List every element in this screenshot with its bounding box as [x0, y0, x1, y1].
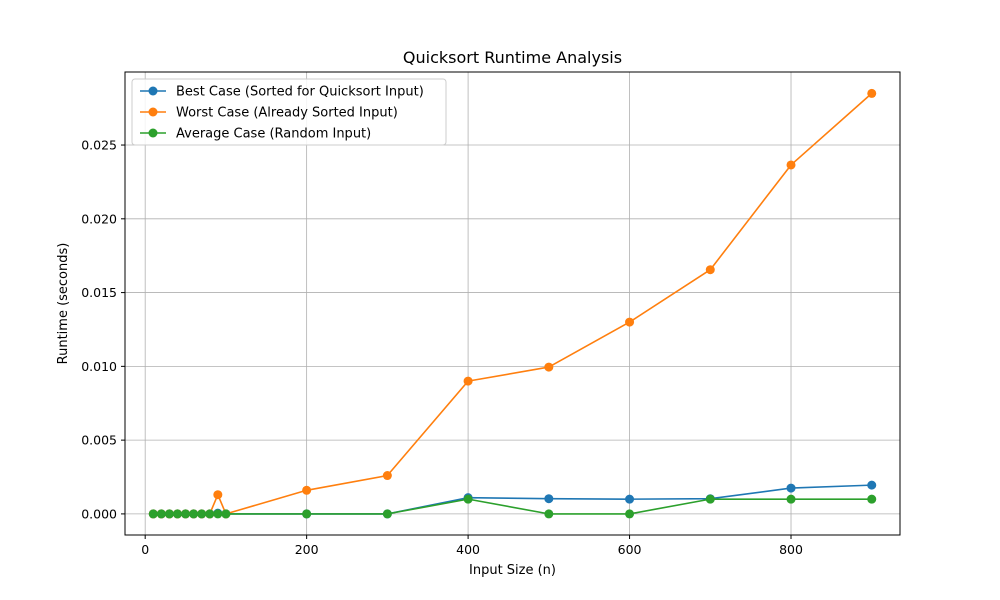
data-point [205, 509, 215, 519]
x-tick-label: 0 [141, 542, 149, 557]
plot-frame [124, 71, 901, 536]
data-point [213, 490, 223, 500]
x-tick-label: 400 [456, 542, 480, 557]
data-point [382, 509, 392, 519]
data-point [181, 509, 191, 519]
data-point [544, 362, 554, 372]
data-point [172, 509, 182, 519]
data-point [197, 509, 207, 519]
data-point [463, 494, 473, 504]
axis-ticks: 0 200 400 600 800 0.000 0.005 0.010 0.015 0.020 0.… [81, 138, 803, 557]
y-tick-label: 0.025 [81, 138, 117, 153]
legend-label: Worst Case (Already Sorted Input) [176, 106, 398, 121]
data-point [221, 509, 231, 519]
data-point [189, 509, 199, 519]
legend-marker [148, 107, 158, 117]
legend-item: Worst Case (Already Sorted Input) [140, 106, 398, 121]
legend-marker [148, 128, 158, 138]
x-axis-label: Input Size (n) [469, 563, 556, 578]
data-point [705, 265, 715, 275]
data-point [156, 509, 166, 519]
chart-title: Quicksort Runtime Analysis [403, 48, 622, 67]
x-tick-label: 200 [295, 542, 319, 557]
legend-box [131, 78, 447, 146]
series-3 [148, 494, 877, 519]
data-point [625, 317, 635, 327]
data-point [867, 494, 877, 504]
legend-item: Best Case (Sorted for Quicksort Input) [140, 85, 424, 100]
data-point [463, 376, 473, 386]
data-point [544, 494, 554, 504]
data-point [302, 509, 312, 519]
x-tick-label: 800 [779, 542, 803, 557]
data-point [786, 160, 796, 170]
data-point [302, 485, 312, 495]
data-point [625, 509, 635, 519]
data-point [786, 483, 796, 493]
data-point [625, 494, 635, 504]
legend-label: Best Case (Sorted for Quicksort Input) [176, 85, 424, 100]
data-point [213, 509, 223, 519]
data-point [867, 88, 877, 98]
data-point [148, 509, 158, 519]
grid [125, 72, 900, 535]
data-point [867, 480, 877, 490]
x-tick-label: 600 [618, 542, 642, 557]
y-tick-label: 0.010 [81, 359, 117, 374]
series-group [148, 88, 877, 519]
legend: Best Case (Sorted for Quicksort Input) Wo… [131, 78, 447, 146]
data-point [382, 471, 392, 481]
data-point [705, 494, 715, 504]
legend-item: Average Case (Random Input) [140, 127, 371, 142]
data-point [164, 509, 174, 519]
legend-marker [148, 86, 158, 96]
data-point [786, 494, 796, 504]
legend-label: Average Case (Random Input) [176, 127, 371, 142]
y-axis-label: Runtime (seconds) [56, 243, 71, 365]
y-tick-label: 0.000 [81, 506, 117, 521]
data-point [544, 509, 554, 519]
y-tick-label: 0.020 [81, 211, 117, 226]
y-tick-label: 0.015 [81, 285, 117, 300]
y-tick-label: 0.005 [81, 433, 117, 448]
